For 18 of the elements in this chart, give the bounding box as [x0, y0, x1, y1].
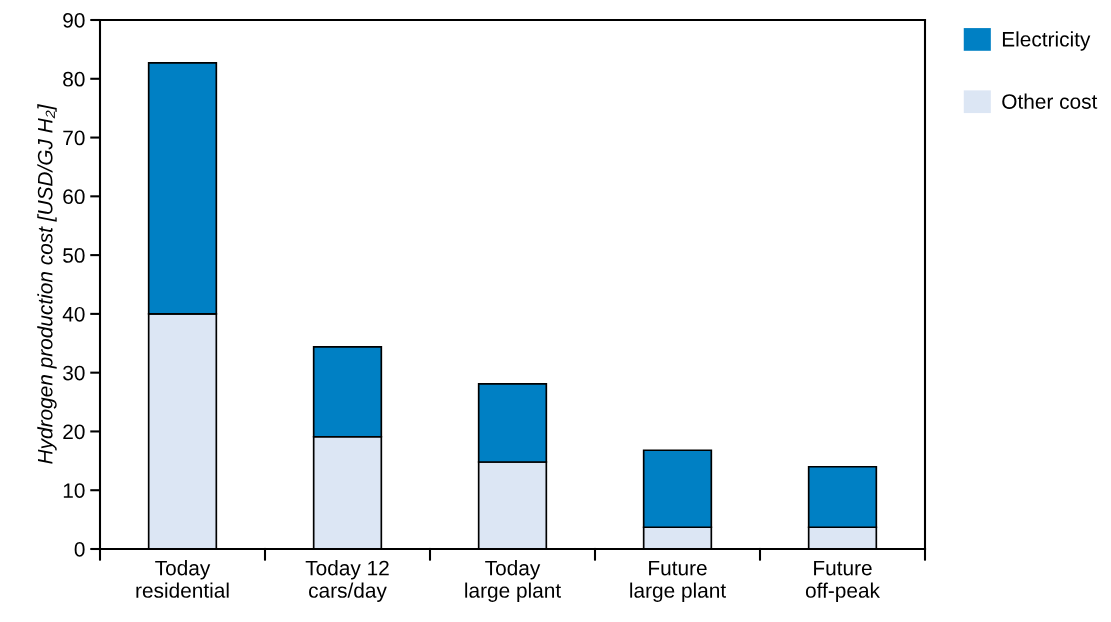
y-axis-title: Hydrogen production cost [USD/GJ H₂]: [37, 104, 57, 464]
y-tick-label: 50: [63, 248, 85, 263]
x-tick-label: Today large plant: [465, 560, 561, 602]
y-tick-label: 30: [63, 365, 85, 381]
x-tick-label: Future off-peak: [805, 560, 880, 602]
y-tick-label: 0: [74, 542, 85, 557]
y-tick-label: 20: [63, 424, 85, 440]
legend-label: Other cost: [1002, 93, 1098, 109]
y-tick-label: 70: [63, 130, 85, 146]
x-tick-label: Today residential: [136, 560, 229, 598]
y-tick-label: 40: [62, 306, 85, 322]
y-tick-label: 80: [63, 71, 85, 87]
x-tick-label: Today 12 cars/day: [305, 560, 389, 602]
y-tick-label: 60: [63, 189, 85, 205]
y-tick-label: 90: [63, 13, 85, 28]
legend-label: Electricity: [1002, 31, 1091, 51]
x-tick-label: Future large plant: [630, 560, 726, 602]
y-tick-label: 10: [63, 483, 85, 498]
